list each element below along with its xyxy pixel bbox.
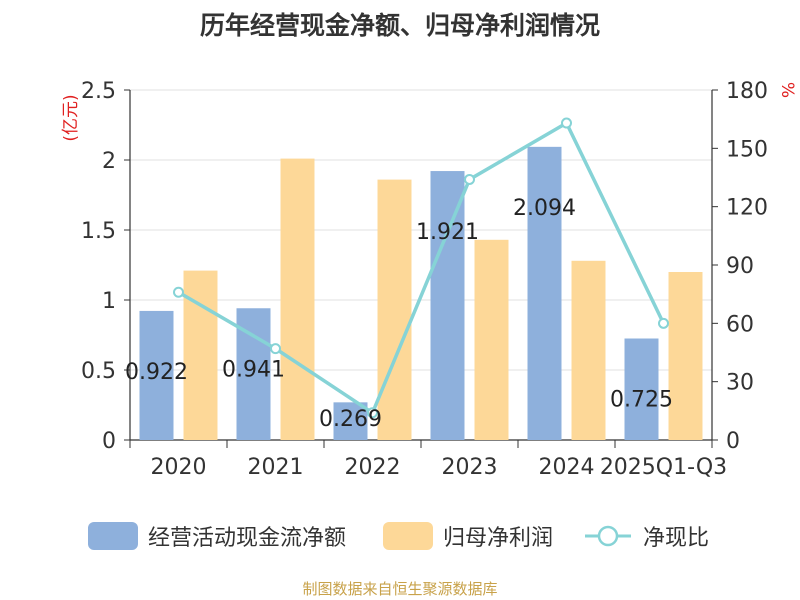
legend-item-ratio[interactable]: 净现比 xyxy=(583,518,709,554)
y-right-tick-label: 0 xyxy=(726,429,740,454)
legend-swatch-profit xyxy=(383,522,433,550)
y-right-tick-label: 30 xyxy=(726,371,754,396)
point-ratio xyxy=(270,343,281,355)
data-label-cashflow: 0.941 xyxy=(222,357,285,382)
legend-swatch-cashflow xyxy=(88,522,138,550)
chart-title: 历年经营现金净额、归母净利润情况 xyxy=(199,11,600,40)
y-left-tick-label: 2 xyxy=(102,149,116,174)
data-label-cashflow: 0.269 xyxy=(319,407,382,432)
data-label-cashflow: 2.094 xyxy=(513,196,576,221)
point-ratio xyxy=(464,173,475,185)
data-label-cashflow: 1.921 xyxy=(416,220,479,245)
legend-label-ratio: 净现比 xyxy=(643,526,710,551)
bar-profit xyxy=(183,270,218,440)
x-tick-label: 2020 xyxy=(151,455,207,480)
point-ratio xyxy=(561,117,572,129)
point-ratio xyxy=(367,407,378,419)
data-label-cashflow: 0.725 xyxy=(610,388,673,413)
legend-label-profit: 归母净利润 xyxy=(443,526,554,551)
bar-profit xyxy=(474,239,509,440)
legend-item-cashflow[interactable]: 经营活动现金流净额 xyxy=(88,518,346,554)
legend-item-profit[interactable]: 归母净利润 xyxy=(383,518,553,554)
x-tick-label: 2021 xyxy=(248,455,304,480)
y-left-tick-label: 1 xyxy=(102,289,116,314)
y-left-tick-label: 1.5 xyxy=(81,219,116,244)
y-right-tick-label: 60 xyxy=(726,312,754,337)
x-tick-label: 2024 xyxy=(539,455,595,480)
legend-label-cashflow: 经营活动现金流净额 xyxy=(148,526,347,551)
y-right-axis-label: % xyxy=(777,82,797,98)
y-right-tick-label: 180 xyxy=(726,79,768,104)
bar-cashflow xyxy=(624,338,659,440)
y-right-tick-label: 120 xyxy=(726,196,768,221)
y-right-tick-label: 150 xyxy=(726,137,768,162)
legend-line-icon xyxy=(585,525,631,547)
y-left-axis-label: (亿元) xyxy=(61,94,81,141)
bar-cashflow xyxy=(430,171,465,440)
bar-cashflow xyxy=(527,146,562,440)
bar-profit xyxy=(280,158,315,440)
source-note: 制图数据来自恒生聚源数据库 xyxy=(302,580,498,598)
data-label-cashflow: 0.922 xyxy=(125,360,188,385)
y-left-tick-label: 0.5 xyxy=(81,359,116,384)
point-ratio xyxy=(173,286,184,298)
line-ratio xyxy=(177,121,666,415)
x-tick-label: 2023 xyxy=(442,455,498,480)
y-left-tick-label: 2.5 xyxy=(81,79,116,104)
bar-profit xyxy=(571,260,606,440)
y-left-tick-label: 0 xyxy=(102,429,116,454)
bar-cashflow xyxy=(139,310,174,440)
bar-profit xyxy=(377,179,412,440)
bar-cashflow xyxy=(333,402,368,440)
y-right-tick-label: 90 xyxy=(726,254,754,279)
bar-profit xyxy=(668,272,703,440)
point-ratio xyxy=(658,317,669,329)
x-tick-label: 2022 xyxy=(345,455,401,480)
chart-legend: 经营活动现金流净额 归母净利润 净现比 xyxy=(0,518,800,554)
x-tick-label: 2025Q1-Q3 xyxy=(600,455,727,480)
